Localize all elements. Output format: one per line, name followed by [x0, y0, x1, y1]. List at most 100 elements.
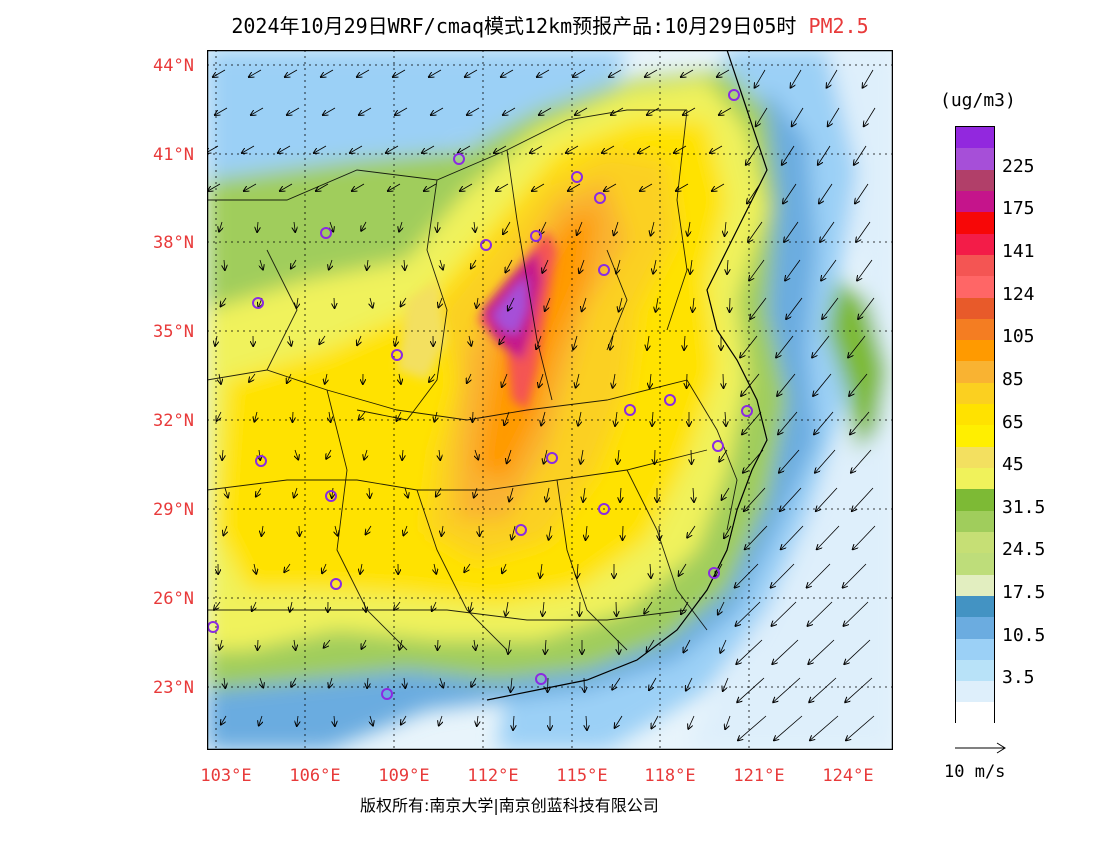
east-green: [827, 280, 887, 450]
wind-arrow: [436, 487, 442, 497]
city-marker: [325, 490, 337, 502]
wind-arrow: [582, 297, 587, 311]
colorbar-swatch: [956, 425, 994, 447]
wind-arrow: [259, 715, 262, 725]
wind-arrow: [844, 639, 871, 664]
title-main: 2024年10月29日WRF/cmaq模式12km预报产品:10月29日05时: [231, 14, 797, 38]
wind-arrow: [615, 715, 623, 728]
wind-arrow: [260, 259, 263, 270]
wind-arrow: [610, 335, 613, 350]
wind-arrow: [816, 487, 838, 511]
copyright-notice: 版权所有:南京大学|南京创蓝科技有限公司: [360, 796, 659, 815]
wind-arrow: [686, 677, 693, 691]
wind-arrow: [530, 145, 543, 153]
wind-arrow: [544, 449, 547, 464]
wind-vectors: [207, 69, 876, 740]
wind-arrow: [295, 449, 298, 459]
wind-legend-arrow: [955, 742, 1006, 754]
wind-arrow: [644, 601, 653, 614]
wind-arrow: [744, 487, 766, 511]
wind-arrow: [254, 563, 256, 574]
wind-arrow: [845, 677, 873, 702]
wind-arrow: [539, 107, 552, 115]
wind-arrow: [395, 335, 397, 346]
wind-arrow: [725, 221, 726, 236]
wind-arrow: [540, 221, 547, 235]
wind-arrow: [513, 715, 514, 730]
colorbar-swatch: [956, 318, 994, 341]
wind-arrow: [512, 525, 515, 540]
wind-arrow: [321, 69, 334, 77]
wind-arrow: [496, 183, 509, 191]
wind-arrow: [325, 373, 327, 384]
colorbar-label: 141: [1002, 240, 1035, 262]
wind-arrow: [618, 639, 619, 654]
wind-arrow: [583, 487, 585, 502]
lat-label: 44°N: [153, 56, 194, 76]
wind-arrow: [260, 677, 263, 687]
wind-arrow: [289, 335, 291, 346]
wind-arrow: [507, 449, 512, 463]
wind-arrow: [541, 411, 545, 425]
city-marker: [381, 688, 393, 700]
colorbar-swatch: [956, 702, 994, 724]
colorbar-label: 31.5: [1002, 496, 1046, 518]
wind-arrow: [740, 335, 758, 358]
wind-arrow: [573, 69, 586, 77]
wind-arrow: [719, 449, 728, 462]
wind-arrow: [494, 145, 507, 153]
wind-arrow: [259, 449, 260, 460]
wind-arrow: [329, 259, 332, 269]
wind-arrow: [679, 563, 687, 576]
wind-arrow: [394, 601, 401, 610]
wind-arrow: [647, 639, 655, 652]
wind-arrow: [399, 639, 402, 650]
pm25-forecast-map: [207, 50, 893, 750]
wind-arrow: [815, 449, 836, 473]
wind-arrow: [855, 183, 869, 203]
wind-arrow: [568, 183, 581, 191]
wind-arrow: [846, 715, 875, 740]
map-frame: [207, 50, 893, 750]
wind-arrow: [737, 677, 765, 702]
city-marker: [728, 89, 740, 101]
wind-arrow: [504, 411, 510, 425]
wind-arrow: [335, 525, 338, 536]
wind-arrow: [611, 107, 624, 115]
wind-arrow: [469, 335, 471, 346]
wind-arrow: [299, 525, 300, 536]
wind-arrow: [297, 715, 298, 726]
wind-arrow: [401, 297, 407, 306]
wind-arrow: [396, 411, 401, 421]
wind-arrow: [818, 145, 831, 165]
city-markers: [207, 89, 753, 700]
wind-arrow: [434, 411, 437, 422]
wind-arrow: [774, 715, 803, 740]
wind-arrow: [577, 563, 578, 578]
wind-arrow: [221, 297, 227, 306]
wind-arrow: [722, 487, 730, 500]
wind-arrow: [249, 373, 256, 382]
wind-arrow: [505, 259, 513, 272]
wind-arrow: [755, 69, 766, 88]
wind-arrow: [638, 145, 651, 153]
wind-arrow: [471, 677, 477, 687]
colorbar-label: 225: [1002, 155, 1035, 177]
wind-arrow: [472, 411, 473, 422]
wind-arrow: [465, 69, 478, 77]
wind-arrow: [741, 373, 760, 396]
wind-arrow: [783, 183, 797, 203]
wind-arrow: [717, 69, 730, 77]
wind-arrow: [843, 563, 867, 588]
wind-arrow: [566, 145, 579, 153]
wind-arrow: [219, 373, 221, 384]
colorbar-swatch: [956, 446, 994, 468]
wind-arrow: [540, 563, 542, 578]
wind-arrow: [367, 677, 368, 688]
colorbar-swatch: [956, 254, 994, 277]
colorbar: [955, 126, 995, 724]
colorbar-label: 3.5: [1002, 667, 1035, 689]
colorbar-swatch: [956, 233, 994, 255]
wind-arrow: [361, 221, 367, 231]
wind-arrow: [543, 601, 544, 616]
